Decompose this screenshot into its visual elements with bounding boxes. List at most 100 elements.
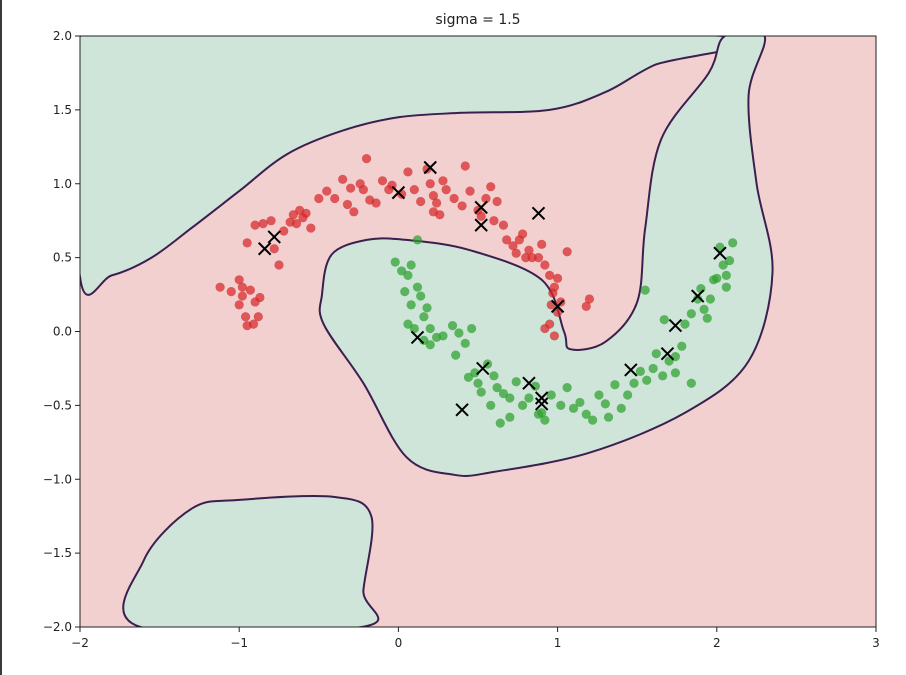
red-point (250, 220, 260, 230)
y-tick-label: −2.0 (43, 620, 72, 634)
red-point (492, 196, 502, 207)
red-point (234, 275, 244, 285)
support-vector-marker (474, 200, 488, 215)
red-point (481, 193, 491, 204)
data-points (215, 154, 738, 428)
green-point (505, 412, 515, 422)
red-point (508, 241, 518, 251)
green-point (610, 380, 620, 390)
green-point (537, 408, 547, 418)
green-point (390, 257, 400, 267)
red-point (403, 167, 413, 177)
x-tick-label: −2 (71, 636, 89, 650)
red-point (215, 282, 225, 292)
support-vector-marker (713, 246, 727, 260)
region-green-3 (122, 495, 380, 627)
support-vector-marker (690, 289, 705, 303)
support-vector-marker (257, 242, 272, 256)
green-point (629, 378, 639, 388)
red-point (377, 176, 388, 186)
red-point (301, 208, 311, 218)
red-point (371, 198, 381, 208)
green-point (623, 390, 633, 400)
red-point (306, 223, 316, 233)
green-point (540, 415, 550, 425)
green-point (581, 409, 591, 419)
green-point (419, 312, 429, 322)
green-point (517, 400, 528, 410)
support-vector-marker (455, 403, 469, 417)
green-point (451, 350, 461, 360)
green-point (460, 338, 470, 348)
green-point (603, 412, 614, 422)
red-point (416, 196, 426, 207)
red-point (237, 291, 247, 301)
green-point (588, 415, 598, 425)
green-point (400, 287, 410, 297)
red-point (358, 185, 368, 195)
x-tick-label: 2 (713, 636, 721, 650)
green-point (556, 400, 566, 410)
red-point (449, 193, 459, 204)
region-green-2 (318, 36, 774, 477)
red-point (428, 190, 439, 201)
green-point (724, 255, 735, 266)
red-point (511, 248, 521, 258)
green-point (406, 300, 416, 310)
green-point (562, 383, 572, 393)
green-point (425, 323, 435, 334)
red-point (237, 282, 247, 292)
green-point (721, 270, 731, 280)
red-point (441, 185, 451, 195)
red-point (476, 211, 486, 221)
red-point (266, 216, 276, 226)
green-point (686, 378, 696, 388)
green-point (640, 285, 650, 295)
green-point (642, 375, 652, 385)
red-point (527, 253, 537, 263)
red-point (581, 301, 591, 311)
red-point (457, 201, 467, 211)
green-point (416, 291, 426, 301)
support-vector-marker (423, 160, 437, 175)
red-point (465, 186, 475, 196)
red-point (322, 186, 332, 196)
red-point (432, 198, 442, 208)
green-point (600, 399, 610, 409)
red-point (349, 207, 359, 217)
green-point (495, 418, 505, 428)
support-vector-marker (624, 363, 638, 377)
green-point (712, 273, 722, 283)
x-tick-label: 1 (554, 636, 562, 650)
red-point (540, 323, 550, 334)
red-point (486, 182, 496, 192)
green-point (476, 387, 486, 397)
red-point (549, 331, 560, 341)
green-point (648, 363, 658, 374)
green-point (473, 378, 483, 388)
green-point (412, 235, 423, 245)
green-point (454, 328, 464, 338)
support-vector-marker (534, 397, 549, 411)
support-vector-marker (660, 346, 675, 361)
red-point (279, 226, 289, 236)
y-tick-label: 2.0 (53, 29, 72, 43)
support-vector-marker (534, 391, 549, 405)
green-point (447, 320, 458, 331)
red-point (342, 199, 353, 210)
green-point (505, 393, 515, 403)
y-tick-label: −1.0 (43, 472, 72, 486)
support-vector-marker (668, 318, 683, 333)
red-point (396, 189, 407, 199)
green-point (422, 303, 432, 313)
green-point (546, 390, 556, 400)
green-point (403, 270, 413, 280)
green-point (489, 371, 499, 381)
green-point (670, 368, 681, 378)
red-point (553, 273, 563, 283)
red-point (460, 161, 470, 171)
red-point (245, 285, 255, 295)
red-point (533, 253, 544, 263)
